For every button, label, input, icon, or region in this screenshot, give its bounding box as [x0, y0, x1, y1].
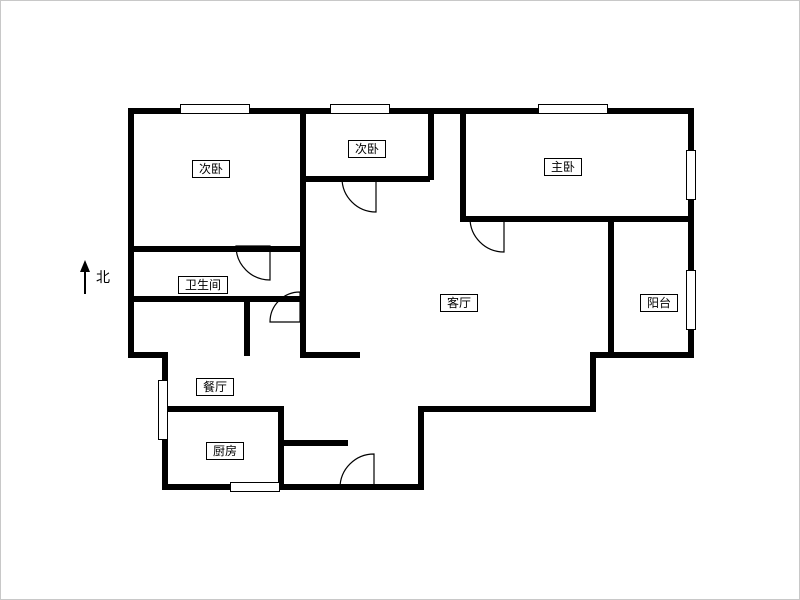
room-label: 客厅 [440, 294, 478, 312]
door-swing [340, 454, 374, 488]
door-swing [236, 246, 270, 280]
compass-north: 北 [80, 260, 110, 294]
room-label: 主卧 [544, 158, 582, 176]
compass-arrow-icon [80, 260, 90, 272]
floorplan-stage: 次卧次卧主卧卫生间客厅阳台餐厅厨房 北 [0, 0, 800, 600]
room-label: 卫生间 [178, 276, 228, 294]
door-swing [342, 178, 376, 212]
room-label: 厨房 [206, 442, 244, 460]
doors-layer [0, 0, 800, 600]
compass-shaft [84, 272, 86, 294]
room-label: 次卧 [348, 140, 386, 158]
room-label: 餐厅 [196, 378, 234, 396]
room-label: 阳台 [640, 294, 678, 312]
compass-label: 北 [96, 267, 110, 287]
door-swing [270, 292, 300, 322]
door-swing [470, 218, 504, 252]
room-label: 次卧 [192, 160, 230, 178]
